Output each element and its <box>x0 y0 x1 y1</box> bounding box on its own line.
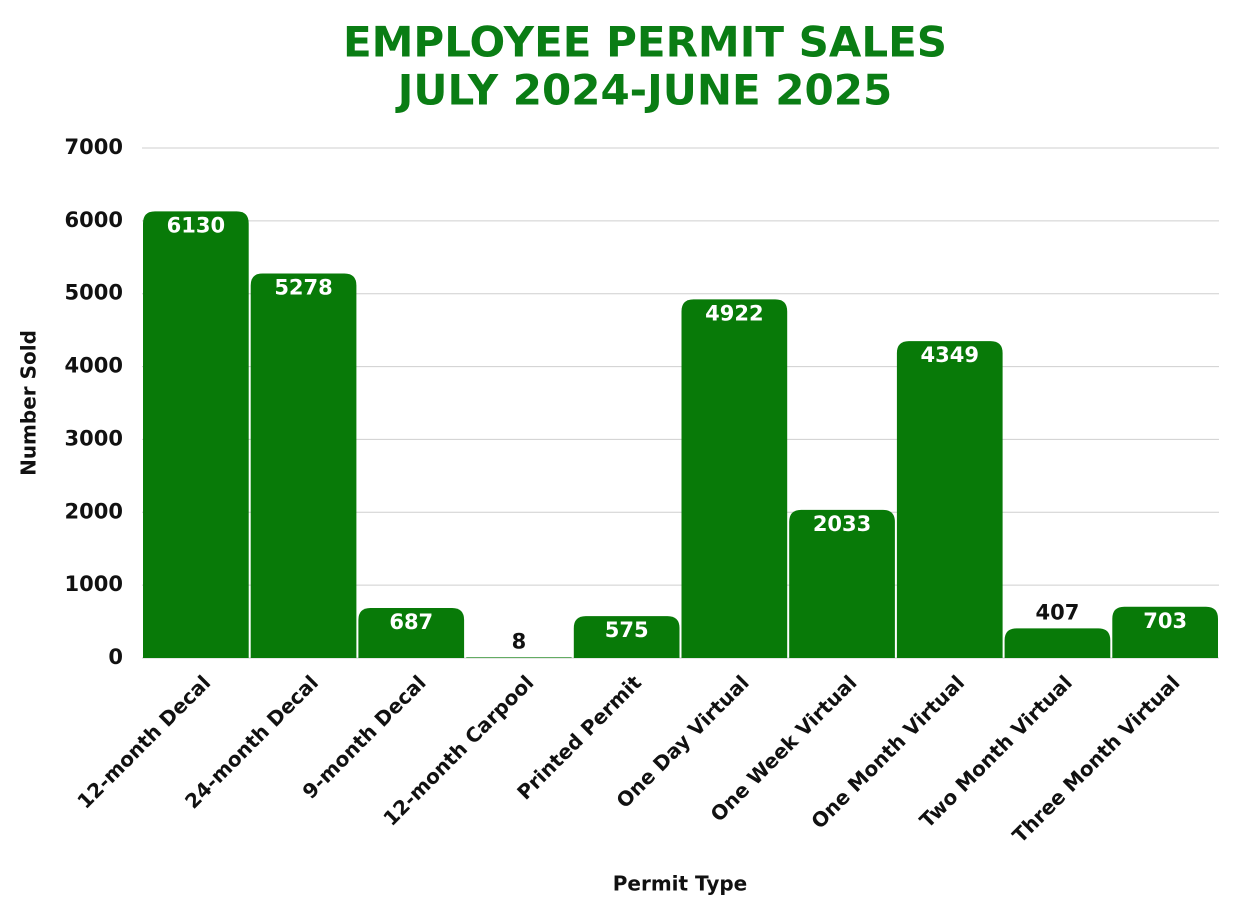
value-label: 5278 <box>274 275 332 299</box>
y-tick-label: 7000 <box>65 135 123 159</box>
value-label: 407 <box>1036 600 1080 624</box>
chart-title: EMPLOYEE PERMIT SALES <box>343 18 947 67</box>
bar <box>358 607 465 658</box>
y-tick-label: 4000 <box>65 354 123 378</box>
value-label: 6130 <box>167 213 225 237</box>
value-label: 703 <box>1143 609 1187 633</box>
x-axis-label: Permit Type <box>613 872 748 896</box>
y-tick-label: 2000 <box>65 499 123 523</box>
value-label: 4349 <box>921 343 979 367</box>
y-tick-label: 1000 <box>65 572 123 596</box>
bar <box>143 211 249 658</box>
y-tick-label: 6000 <box>65 208 123 232</box>
chart-subtitle: JULY 2024-JUNE 2025 <box>395 66 892 115</box>
bar <box>250 273 357 658</box>
value-label: 4922 <box>705 301 763 325</box>
y-tick-label: 3000 <box>65 426 123 450</box>
value-label: 2033 <box>813 512 871 536</box>
y-tick-label: 0 <box>108 645 123 669</box>
bar <box>789 509 895 658</box>
value-label: 687 <box>389 610 433 634</box>
bar <box>573 616 680 658</box>
bar <box>466 657 572 658</box>
bar <box>1004 628 1111 658</box>
y-tick-label: 5000 <box>65 281 123 305</box>
y-axis-label: Number Sold <box>17 330 41 476</box>
bar <box>1112 606 1218 658</box>
bar <box>681 299 788 658</box>
value-label: 8 <box>512 629 527 653</box>
value-label: 575 <box>605 618 649 642</box>
bar <box>896 341 1003 658</box>
